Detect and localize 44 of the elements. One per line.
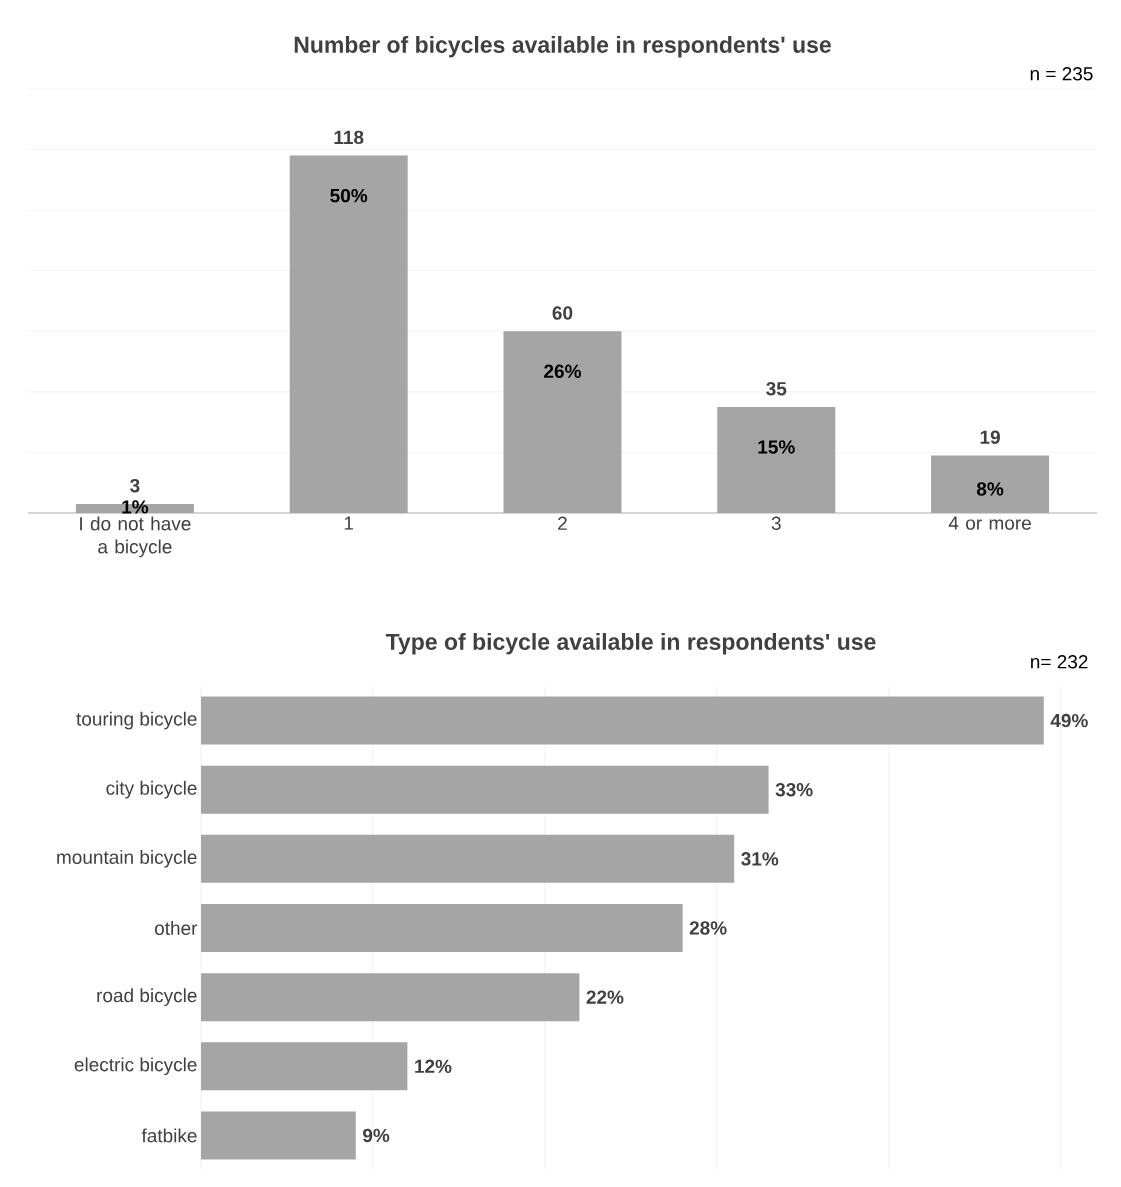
annotation: 8%	[976, 482, 1004, 496]
bar	[201, 765, 769, 814]
annotation: 1%	[122, 500, 149, 514]
data-label: 49%	[1050, 713, 1088, 728]
data-label: 118	[334, 130, 364, 145]
bar	[289, 155, 408, 513]
annotation: 15%	[758, 440, 795, 454]
y-tick-label: mountain bicycle	[57, 850, 197, 868]
annotation: 26%	[544, 364, 581, 379]
text: n = 235	[1030, 67, 1093, 81]
bar	[201, 696, 1044, 745]
x-tick-label: 1	[344, 516, 354, 530]
y-tick-label: touring bicycle	[76, 711, 197, 730]
y-tick-label: other	[154, 921, 198, 935]
data-label: 22%	[586, 990, 624, 1004]
data-label: 35	[766, 381, 787, 396]
data-label: 3	[130, 478, 140, 493]
text: n= 232	[1031, 655, 1088, 669]
data-label: 28%	[689, 921, 727, 935]
bar	[201, 973, 580, 1022]
bar	[201, 904, 683, 952]
data-label: 19	[980, 430, 1000, 444]
data-label: 31%	[741, 852, 779, 866]
x-tick-label: 4 or more	[948, 516, 1031, 530]
data-label: 9%	[362, 1128, 390, 1143]
bar	[931, 455, 1050, 513]
y-tick-label: electric bicycle	[74, 1057, 197, 1076]
chart-title: Type of bicycle available in respondents' use	[385, 633, 876, 655]
chart-title: Number of bicycles available in respondents' use	[294, 36, 831, 58]
bar	[201, 834, 735, 883]
x-tick-label: 3	[771, 516, 781, 530]
bar	[503, 331, 622, 513]
y-tick-label: road bicycle	[97, 988, 197, 1006]
x-tick-label: I do not have a bicycle	[80, 516, 191, 558]
bar	[201, 1042, 408, 1091]
x-tick-label: 2	[558, 516, 567, 530]
y-tick-label: city bicycle	[106, 780, 197, 799]
data-label: 12%	[415, 1059, 452, 1073]
bar	[717, 407, 836, 513]
data-label: 60	[552, 306, 573, 320]
bar	[201, 1111, 356, 1160]
y-tick-label: fatbike	[141, 1128, 197, 1143]
annotation: 50%	[330, 188, 368, 203]
data-label: 33%	[775, 782, 813, 797]
